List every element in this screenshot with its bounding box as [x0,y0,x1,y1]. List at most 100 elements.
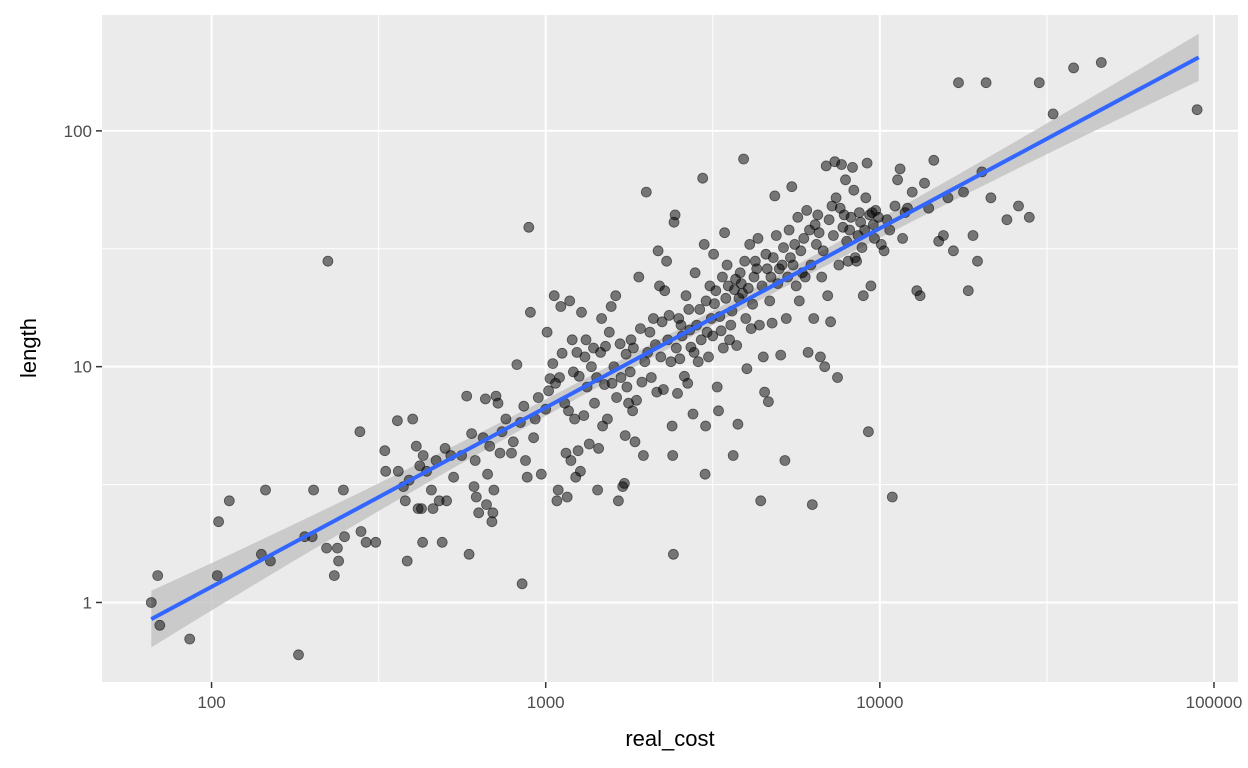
data-point [845,211,857,223]
data-point [822,290,834,302]
data-point [967,230,979,241]
data-point [328,570,340,581]
data-point [293,649,304,661]
data-point [463,548,475,560]
data-point [636,376,648,388]
data-point [683,303,695,315]
data-point [518,400,530,412]
data-point [211,570,223,581]
data-point [635,323,646,335]
data-point [548,290,560,302]
data-point [688,346,700,358]
data-point [525,306,536,318]
data-point [610,290,622,302]
data-point [724,334,735,346]
data-point [619,477,630,489]
data-point [692,356,704,368]
data-point [919,177,930,189]
x-tick-label: 1000 [527,693,565,712]
data-point [507,436,519,448]
data-point [787,259,799,271]
data-point [948,245,959,257]
data-point [851,255,862,267]
data-point [682,377,694,389]
data-point [600,340,611,352]
data-point [721,259,733,271]
data-point [806,499,818,511]
data-point [593,442,604,454]
x-tick-label: 100000 [1186,693,1243,712]
data-point [468,481,480,493]
data-point [484,440,496,452]
data-point [511,359,523,371]
data-point [547,358,559,370]
data-point [697,172,709,184]
data-point [669,209,681,221]
data-point [516,578,528,590]
data-point [661,255,672,267]
data-point [833,259,845,271]
trend-line [150,55,1200,621]
data-point [260,484,271,496]
data-point [848,184,860,196]
data-point [417,450,429,461]
data-point [552,484,564,496]
data-point [370,536,382,548]
data-point [886,491,898,503]
data-point [783,224,795,236]
data-point [563,405,574,417]
data-point [713,405,724,417]
y-tick-label: 100 [64,122,92,141]
data-point [844,224,855,236]
data-point [710,285,722,297]
data-point [801,204,813,216]
data-point [830,192,842,204]
data-point [825,316,836,328]
data-point [742,282,754,294]
data-point [354,426,366,438]
data-point [836,159,847,170]
data-point [725,319,737,331]
y-tick-label: 10 [73,358,92,377]
data-point [416,503,427,515]
data-point [613,495,624,507]
data-point [953,77,964,89]
data-point [757,351,769,363]
data-point [652,245,664,257]
data-point [674,353,686,365]
data-point [892,174,903,186]
data-point [667,450,679,461]
data-point [878,245,890,257]
data-point [541,326,553,338]
data-point [928,154,940,166]
data-point [663,309,675,321]
data-point [543,385,554,397]
data-point [631,394,642,406]
data-point [759,386,770,398]
data-point [780,313,792,324]
data-point [479,393,491,405]
data-point [906,186,918,198]
data-point [620,348,632,360]
data-point [379,445,391,457]
data-point [461,390,473,402]
data-point [333,555,345,567]
data-point [355,526,367,537]
data-point [767,252,779,264]
data-point [1191,104,1203,116]
data-point [792,211,804,223]
data-point [802,346,814,358]
data-point [778,242,789,254]
data-point [473,507,485,519]
data-point [694,303,706,315]
x-axis-title: real_cost [625,726,714,751]
data-point [856,242,868,254]
data-point [629,436,641,448]
data-point [611,392,622,403]
data-point [223,495,235,507]
y-axis: 1 10 100 [64,122,102,612]
data-point [492,397,504,409]
data-point [819,361,831,373]
data-point [551,495,563,507]
data-point [339,531,350,543]
